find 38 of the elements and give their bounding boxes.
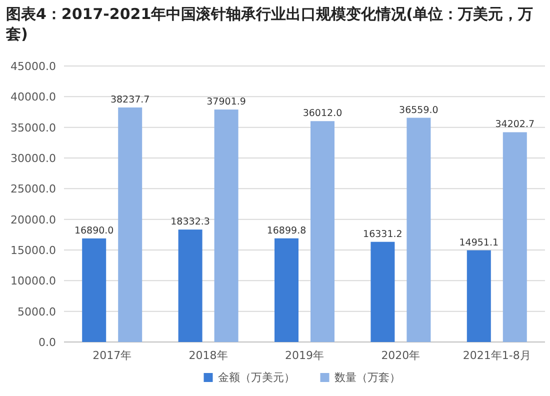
y-tick-label: 30000.0 [10, 152, 56, 165]
bar [82, 238, 106, 342]
y-tick-label: 25000.0 [10, 182, 56, 196]
y-tick-label: 15000.0 [10, 244, 56, 257]
y-tick-label: 20000.0 [10, 213, 56, 226]
data-label: 16331.2 [363, 228, 402, 240]
data-label: 18332.3 [170, 216, 210, 228]
bar [466, 250, 491, 342]
data-label: 16890.0 [74, 225, 114, 236]
data-label: 34202.7 [495, 119, 535, 130]
y-tick-label: 35000.0 [10, 121, 56, 134]
x-tick-label: 2021年1-8月 [462, 349, 531, 362]
bar [274, 238, 298, 342]
chart-title: 图表4：2017-2021年中国滚针轴承行业出口规模变化情况(单位：万美元，万套) [6, 4, 534, 44]
bar [502, 132, 527, 342]
x-tick-label: 2017年 [92, 349, 132, 362]
y-tick-label: 10000.0 [10, 274, 56, 288]
y-tick-label: 5000.0 [18, 305, 56, 318]
bar [118, 107, 142, 342]
x-tick-label: 2019年 [285, 349, 324, 362]
bar [370, 242, 395, 342]
data-label: 14951.1 [459, 237, 499, 248]
y-tick-label: 45000.0 [10, 60, 56, 73]
x-tick-label: 2018年 [188, 349, 228, 362]
bar [214, 110, 238, 342]
y-tick-label: 40000.0 [10, 90, 56, 104]
bar [406, 118, 431, 342]
bar [178, 230, 202, 342]
bar [310, 121, 334, 342]
y-tick-label: 0.0 [38, 336, 56, 349]
data-label: 36012.0 [302, 108, 342, 120]
legend-label: 数量（万套） [334, 371, 400, 384]
data-label: 38237.7 [110, 94, 150, 106]
legend-label: 金额（万美元） [218, 371, 295, 384]
data-label: 37901.9 [206, 96, 246, 108]
data-label: 16899.8 [266, 225, 306, 236]
x-tick-label: 2020年 [381, 349, 420, 362]
data-label: 36559.0 [399, 104, 438, 116]
